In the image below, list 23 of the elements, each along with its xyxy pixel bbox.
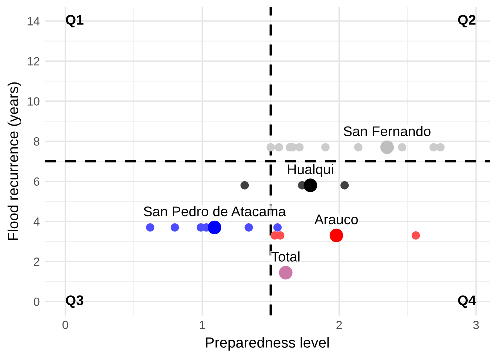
annotation: Q4 (458, 296, 476, 308)
x-tick-label: 3 (473, 320, 480, 330)
y-axis-title: Flood recurrence (years) (8, 82, 22, 240)
series-label: San Fernando (344, 126, 431, 136)
y-tick-label: 0 (34, 298, 40, 306)
series-label: Arauco (314, 214, 358, 225)
series-label: San Pedro de Atacama (144, 206, 286, 217)
x-axis-title: Preparedness level (206, 337, 329, 351)
y-tick-label: 14 (28, 17, 40, 26)
y-tick-label: 10 (28, 97, 40, 106)
annotation: Q1 (66, 15, 84, 28)
series-label: Hualqui (288, 164, 334, 178)
y-tick-label: 8 (34, 138, 40, 146)
y-tick-label: 6 (34, 178, 40, 186)
x-tick-label: 1 (200, 321, 206, 330)
annotation: Q3 (66, 296, 84, 308)
series-label: Total (272, 252, 300, 262)
x-tick-label: 0 (62, 320, 68, 330)
annotation: Q2 (458, 15, 476, 28)
y-tick-label: 2 (34, 258, 40, 266)
y-tick-label: 12 (28, 57, 40, 66)
y-tick-label: 4 (34, 218, 40, 226)
x-tick-label: 2 (336, 320, 342, 330)
